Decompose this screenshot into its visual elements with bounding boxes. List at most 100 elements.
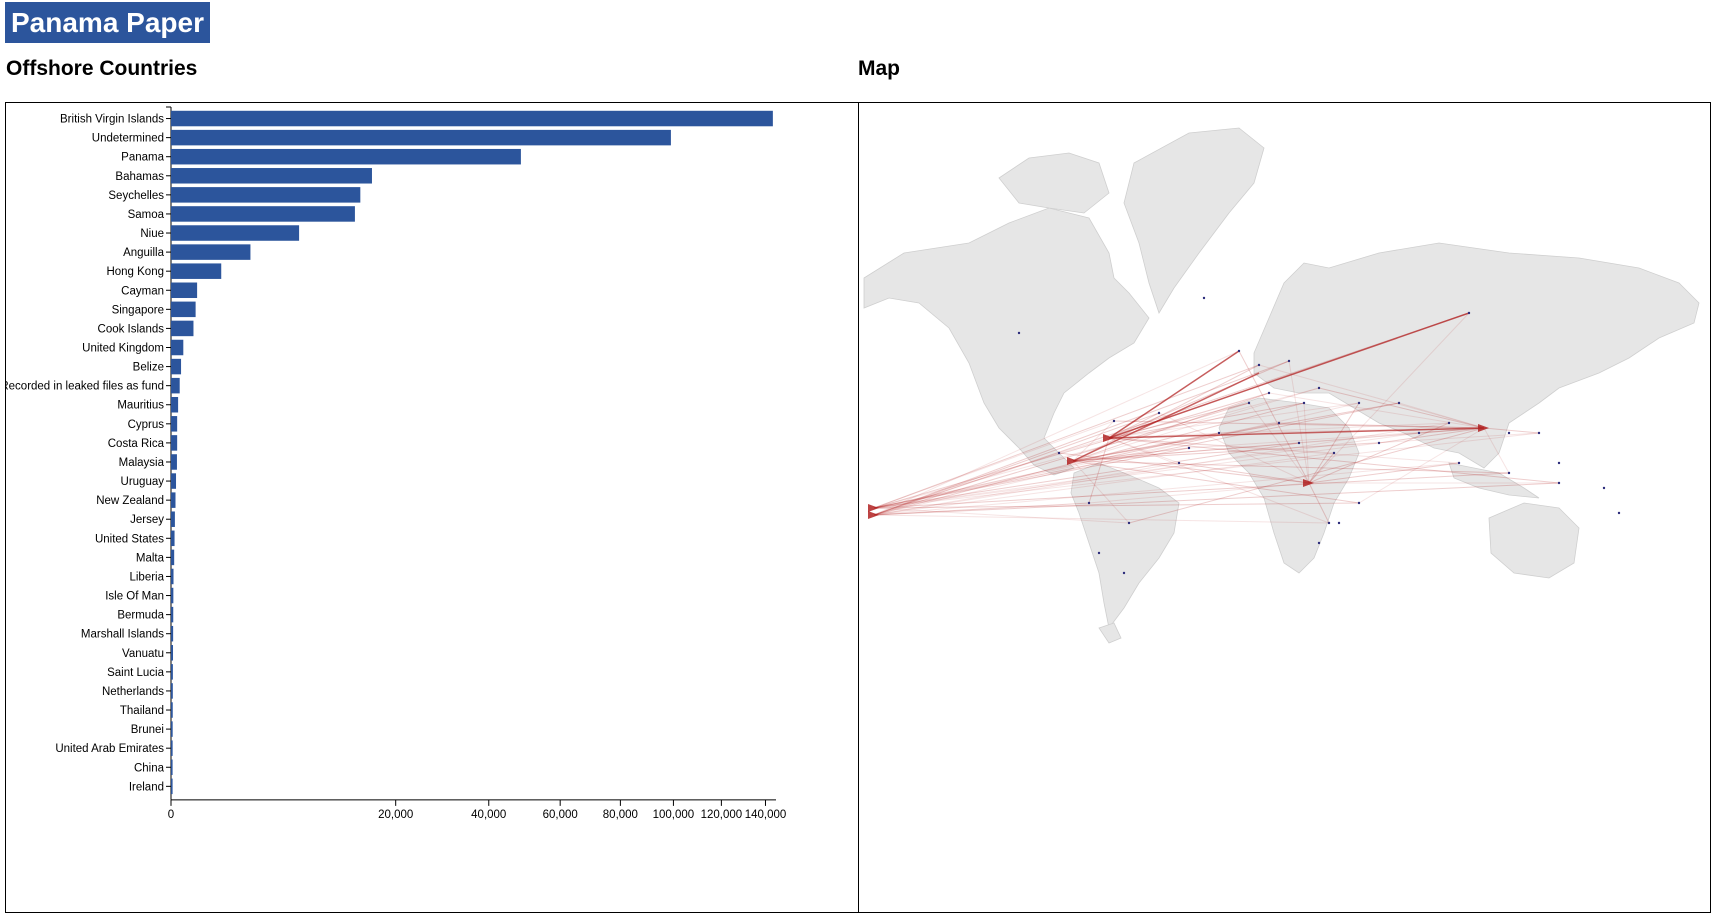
map-node[interactable]	[1557, 461, 1561, 465]
bar[interactable]	[171, 492, 176, 508]
bar[interactable]	[171, 244, 251, 260]
map-node[interactable]	[1097, 551, 1101, 555]
map-node[interactable]	[1332, 451, 1336, 455]
bar[interactable]	[171, 473, 177, 489]
map-node[interactable]	[1177, 461, 1181, 465]
flow-line	[1483, 427, 1510, 474]
map-node[interactable]	[1602, 486, 1606, 490]
bar[interactable]	[171, 683, 173, 699]
flow-line	[1108, 437, 1335, 454]
map-node[interactable]	[1297, 441, 1301, 445]
flow-line	[1158, 412, 1310, 484]
x-tick-label: 140,000	[745, 809, 787, 821]
x-tick-label: 100,000	[653, 809, 695, 821]
map-node[interactable]	[1112, 419, 1116, 423]
map-node[interactable]	[1397, 401, 1401, 405]
map-node[interactable]	[1267, 391, 1271, 395]
bar[interactable]	[171, 187, 361, 203]
map-node[interactable]	[1257, 363, 1261, 367]
bar[interactable]	[171, 282, 198, 299]
bar[interactable]	[171, 263, 222, 279]
bar[interactable]	[171, 664, 173, 680]
bar[interactable]	[171, 702, 173, 718]
map-node[interactable]	[1202, 296, 1206, 300]
bar[interactable]	[171, 416, 178, 432]
map-node[interactable]	[1557, 481, 1561, 485]
bar[interactable]	[171, 396, 179, 413]
bar[interactable]	[171, 606, 174, 623]
y-tick-label: Cook Islands	[98, 323, 165, 335]
map-node[interactable]	[1017, 331, 1021, 335]
map-node[interactable]	[1507, 471, 1511, 475]
map-node[interactable]	[1327, 521, 1331, 525]
flow-line	[1072, 364, 1260, 462]
flow-line	[1108, 402, 1305, 439]
flow-line	[873, 447, 1190, 509]
map-node[interactable]	[1157, 411, 1161, 415]
bar[interactable]	[171, 129, 671, 146]
bar[interactable]	[171, 740, 173, 756]
map-node[interactable]	[1287, 359, 1291, 363]
y-tick-label: Panama	[121, 152, 164, 164]
flow-line	[1178, 462, 1310, 484]
map-node[interactable]	[1277, 421, 1281, 425]
bar[interactable]	[171, 587, 174, 604]
bar[interactable]	[171, 549, 175, 566]
bar[interactable]	[171, 645, 174, 661]
map-node[interactable]	[1217, 431, 1221, 435]
map-node[interactable]	[1237, 349, 1241, 353]
map-node[interactable]	[1122, 571, 1126, 575]
map-node[interactable]	[1087, 501, 1091, 505]
map-node[interactable]	[1417, 431, 1421, 435]
bar[interactable]	[171, 358, 182, 375]
bar[interactable]	[171, 530, 175, 547]
bar[interactable]	[171, 435, 178, 451]
y-tick-label: Ireland	[129, 781, 164, 793]
bar[interactable]	[171, 206, 355, 222]
map-node[interactable]	[1537, 431, 1541, 435]
flow-line	[873, 402, 1305, 516]
map-node[interactable]	[1317, 541, 1321, 545]
flow-line	[873, 422, 1280, 509]
flow-line	[1088, 437, 1110, 504]
bar[interactable]	[171, 625, 174, 642]
map-node[interactable]	[1617, 511, 1621, 515]
landmass-southeast-asia	[1448, 462, 1540, 499]
bar[interactable]	[171, 320, 194, 337]
map-node[interactable]	[1317, 386, 1321, 390]
map-node[interactable]	[1457, 461, 1461, 465]
map-node[interactable]	[1507, 431, 1511, 435]
flow-line	[1108, 437, 1560, 484]
map-node[interactable]	[1127, 521, 1131, 525]
y-tick-label: Belize	[133, 362, 164, 374]
bar-chart-title: Offshore Countries	[6, 57, 198, 80]
bar[interactable]	[171, 148, 521, 165]
bar[interactable]	[171, 377, 180, 394]
map-node[interactable]	[1337, 521, 1341, 525]
bar[interactable]	[171, 454, 177, 470]
bar[interactable]	[171, 759, 173, 776]
x-tick-label: 40,000	[471, 809, 506, 821]
bar[interactable]	[171, 110, 773, 127]
bar[interactable]	[171, 778, 173, 795]
map-node[interactable]	[1357, 401, 1361, 405]
map-node[interactable]	[1187, 446, 1191, 450]
map-node[interactable]	[1357, 501, 1361, 505]
map-node[interactable]	[1447, 421, 1451, 425]
world-map[interactable]	[859, 103, 1710, 912]
map-node[interactable]	[1247, 401, 1251, 405]
bar[interactable]	[171, 721, 173, 737]
map-node[interactable]	[1467, 311, 1471, 315]
bar[interactable]	[171, 568, 174, 585]
map-node[interactable]	[1377, 441, 1381, 445]
map-panel[interactable]	[858, 102, 1711, 913]
bar[interactable]	[171, 511, 175, 527]
bar[interactable]	[171, 301, 196, 318]
flow-line	[1378, 427, 1485, 444]
bar[interactable]	[171, 225, 300, 241]
bar[interactable]	[171, 339, 184, 356]
map-node[interactable]	[1057, 451, 1061, 455]
bar[interactable]	[171, 168, 372, 184]
flow-arrowhead	[1303, 479, 1314, 487]
map-node[interactable]	[1302, 401, 1306, 405]
